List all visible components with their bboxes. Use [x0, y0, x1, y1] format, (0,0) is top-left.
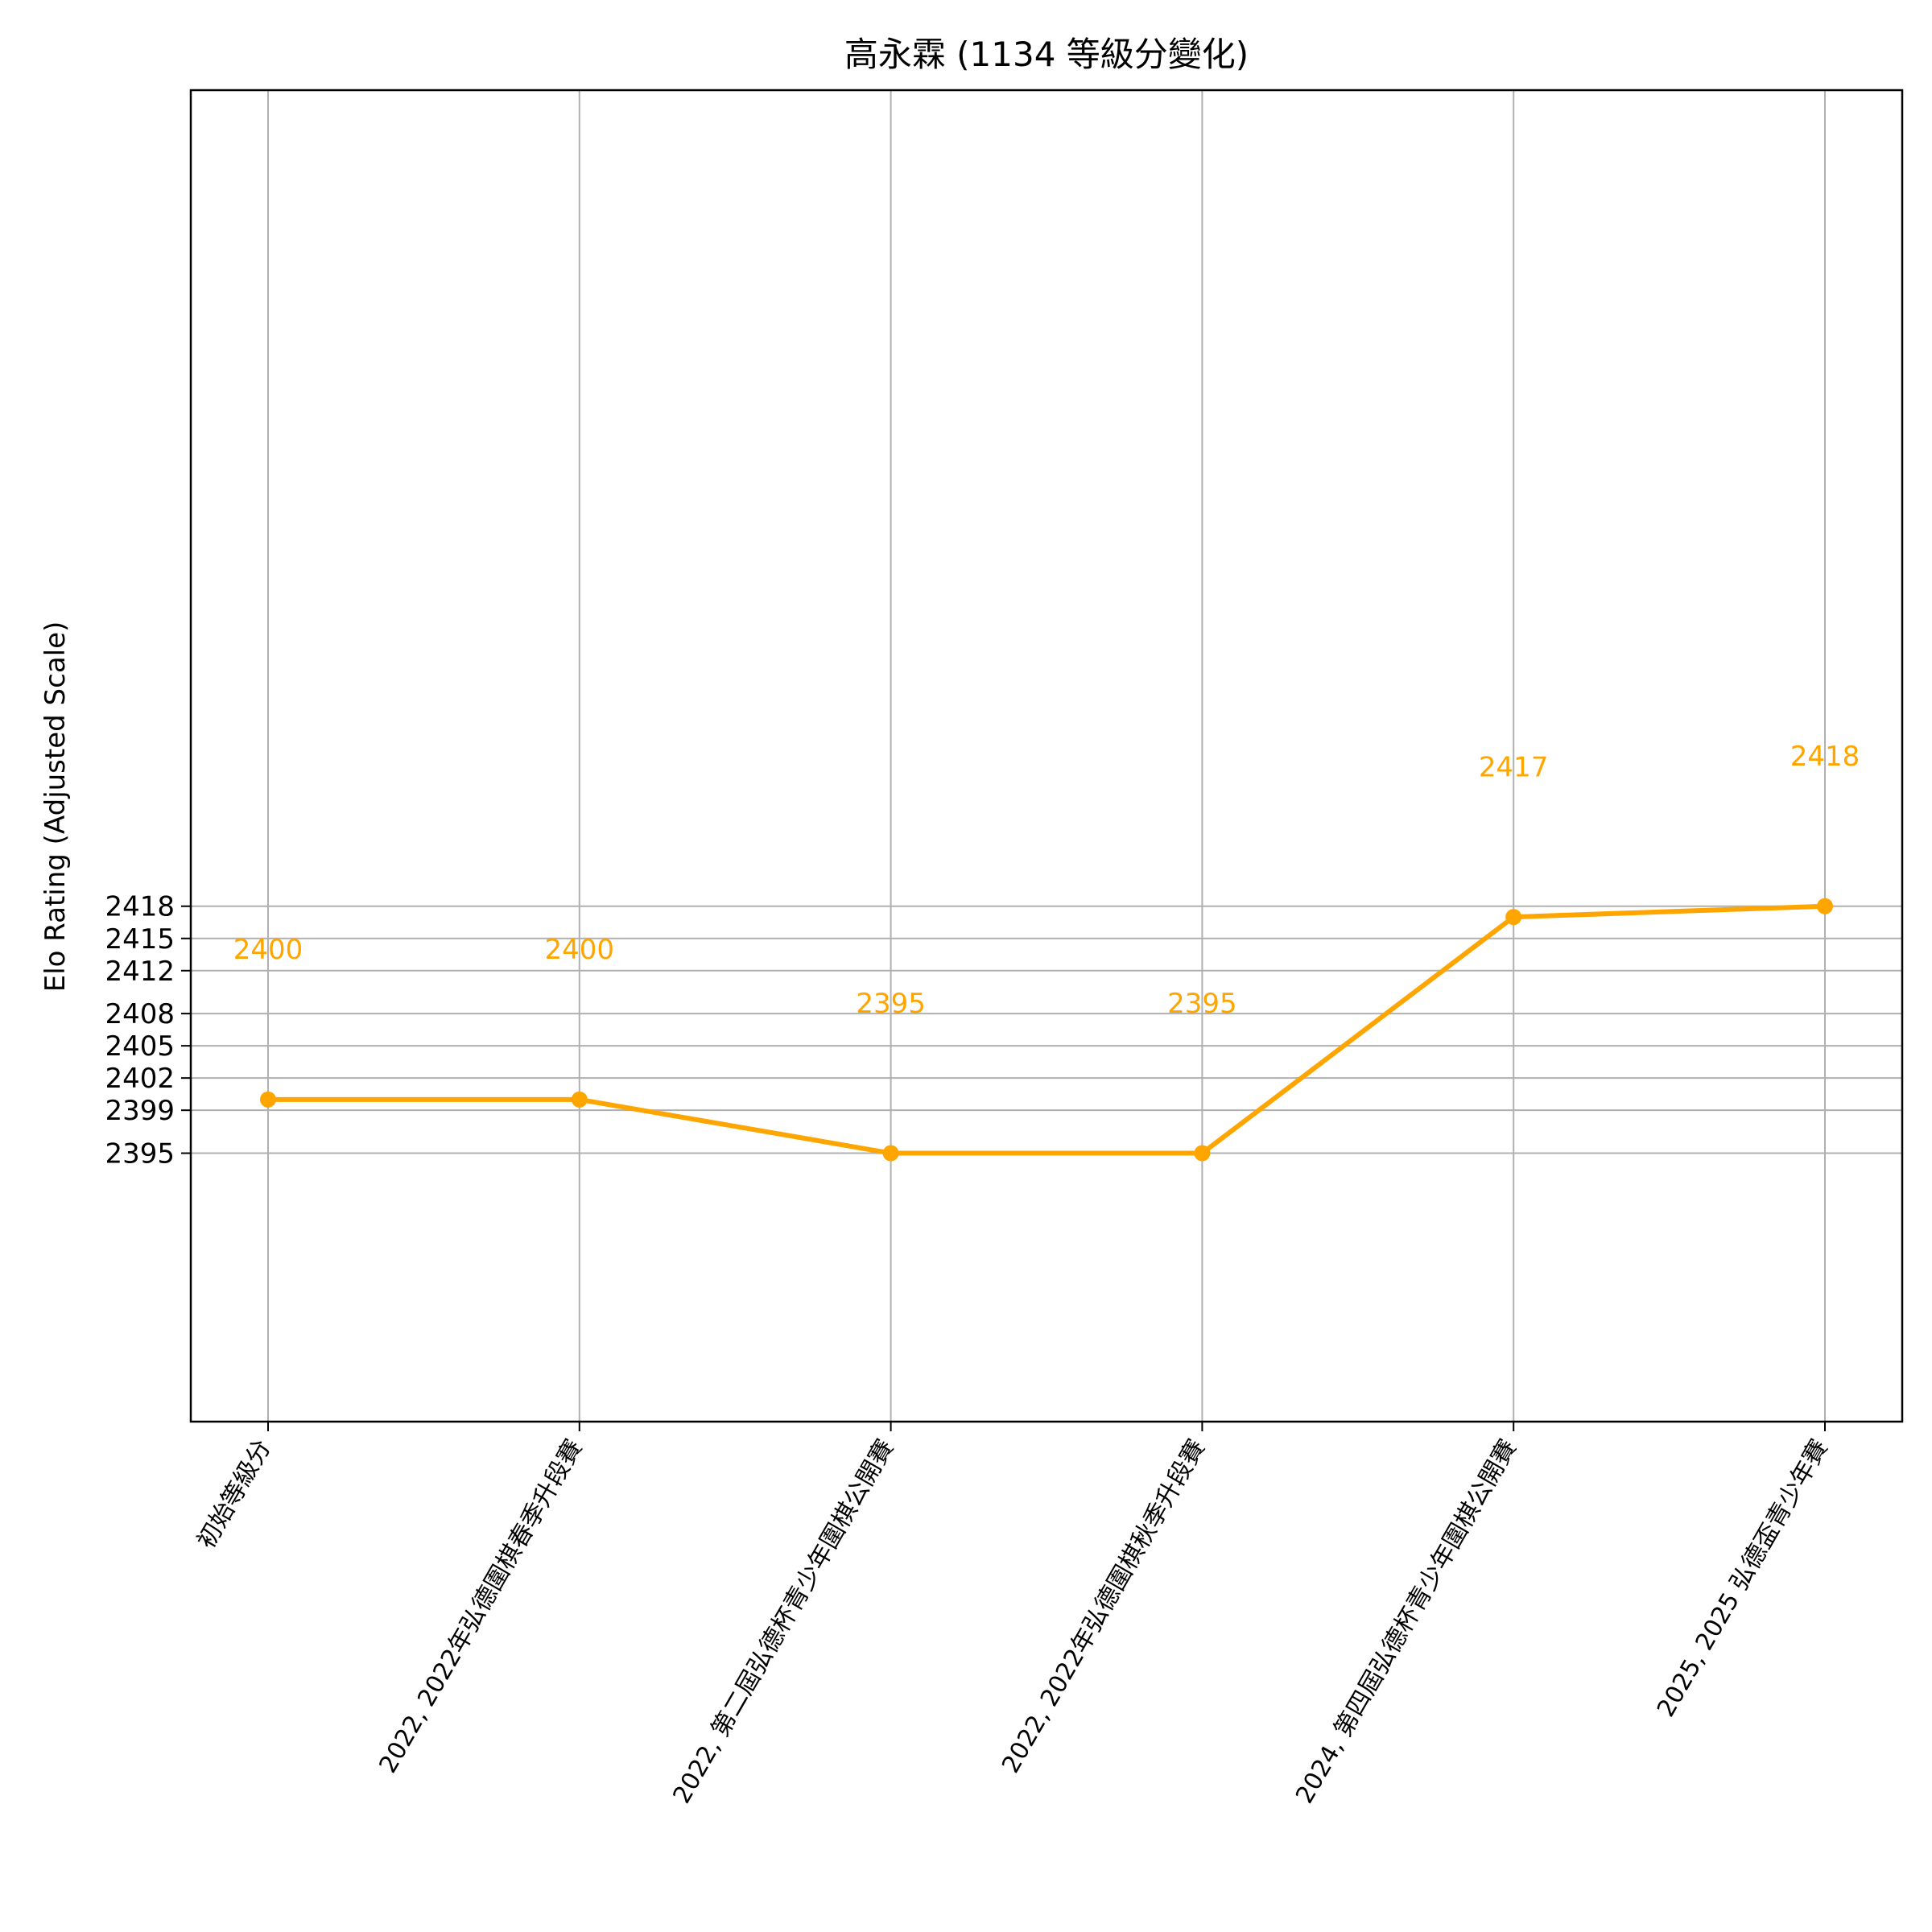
x-tick-label: 2022, 第二屆弘德杯青少年圍棋公開賽 — [668, 1435, 900, 1809]
data-point — [260, 1091, 276, 1108]
y-tick-label: 2399 — [105, 1095, 175, 1127]
y-tick-label: 2405 — [105, 1030, 175, 1063]
data-point — [571, 1091, 588, 1108]
x-tick-label: 2024, 第四屆弘德杯青少年圍棋公開賽 — [1290, 1435, 1522, 1809]
x-tick-label: 2022, 2022年弘德圍棋秋季升段賽 — [997, 1435, 1211, 1778]
data-point — [1194, 1145, 1211, 1162]
grid-layer — [191, 90, 1902, 1422]
y-axis-label: Elo Rating (Adjusted Scale) — [39, 621, 72, 993]
data-label: 2400 — [545, 934, 615, 966]
y-tick-label: 2395 — [105, 1138, 175, 1170]
data-point — [882, 1145, 899, 1162]
y-tick-label: 2418 — [105, 891, 175, 923]
tick-layer: 初始等級分 2022, 2022年弘德圍棋春季升段賽 2022, 第二屆弘德杯青少年… — [105, 891, 1833, 1809]
data-point — [1505, 909, 1522, 926]
y-tick-label: 2412 — [105, 956, 175, 988]
y-tick-label: 2402 — [105, 1063, 175, 1095]
data-label: 2418 — [1790, 741, 1860, 773]
series-line — [266, 903, 1827, 1156]
data-label: 2395 — [1167, 988, 1237, 1020]
y-tick-label: 2415 — [105, 923, 175, 956]
x-tick-label: 2022, 2022年弘德圍棋春季升段賽 — [374, 1435, 588, 1778]
x-tick-label: 初始等級分 — [192, 1435, 277, 1554]
y-tick-label: 2408 — [105, 998, 175, 1030]
line-layer — [260, 898, 1833, 1162]
plot-frame — [189, 89, 1904, 1423]
x-tick-label: 2025, 2025 弘德盃青少年賽 — [1652, 1435, 1834, 1722]
data-point — [1817, 898, 1833, 914]
data-label: 2395 — [856, 988, 926, 1020]
data-label: 2417 — [1479, 751, 1549, 783]
chart-title: 高永霖 (1134 等級分變化) — [844, 35, 1249, 74]
data-label: 2400 — [233, 934, 303, 966]
label-layer: 2400 2400 2395 2395 2417 2418 — [233, 741, 1860, 1020]
